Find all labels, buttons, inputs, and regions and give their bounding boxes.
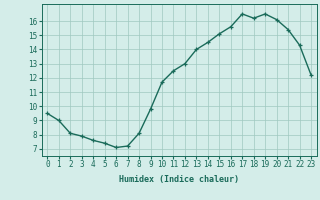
X-axis label: Humidex (Indice chaleur): Humidex (Indice chaleur) (119, 175, 239, 184)
